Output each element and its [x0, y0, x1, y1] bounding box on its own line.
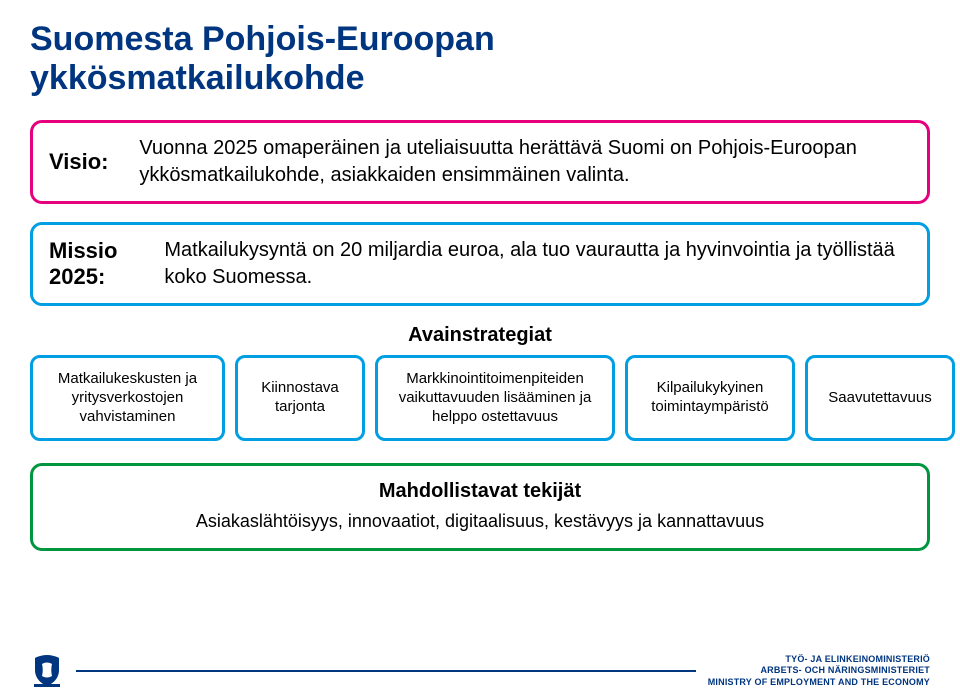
- page-title: Suomesta Pohjois-Euroopan ykkösmatkailuk…: [30, 20, 930, 98]
- ministry-line-1: TYÖ- JA ELINKEINOMINISTERIÖ: [708, 654, 930, 665]
- missio-label: Missio 2025:: [49, 237, 150, 291]
- ministry-line-3: MINISTRY OF EMPLOYMENT AND THE ECONOMY: [708, 677, 930, 688]
- strategy-box-3: Markkinointitoimenpiteiden vaikuttavuude…: [375, 355, 615, 441]
- strategy-text: Markkinointitoimenpiteiden vaikuttavuude…: [386, 370, 604, 426]
- visio-box: Visio: Vuonna 2025 omaperäinen ja utelia…: [30, 120, 930, 204]
- strategy-box-4: Kilpailukykyinen toimintaympäristö: [625, 355, 795, 441]
- strategy-text: Saavutettavuus: [828, 389, 931, 408]
- missio-label-2: 2025:: [49, 264, 150, 290]
- missio-label-1: Missio: [49, 238, 150, 264]
- strategy-box-5: Saavutettavuus: [805, 355, 955, 441]
- footer: TYÖ- JA ELINKEINOMINISTERIÖ ARBETS- OCH …: [0, 653, 960, 689]
- visio-text: Vuonna 2025 omaperäinen ja uteliaisuutta…: [139, 135, 911, 189]
- missio-box: Missio 2025: Matkailukysyntä on 20 milja…: [30, 222, 930, 306]
- title-line-1: Suomesta Pohjois-Euroopan: [30, 20, 495, 58]
- strategy-text: Kiinnostava tarjonta: [246, 379, 354, 417]
- visio-label: Visio:: [49, 135, 125, 189]
- mahdollistavat-title: Mahdollistavat tekijät: [49, 480, 911, 503]
- ministry-name: TYÖ- JA ELINKEINOMINISTERIÖ ARBETS- OCH …: [708, 654, 930, 688]
- strategy-text: Kilpailukykyinen toimintaympäristö: [636, 379, 784, 417]
- title-line-2: ykkösmatkailukohde: [30, 59, 364, 97]
- mahdollistavat-sub: Asiakaslähtöisyys, innovaatiot, digitaal…: [49, 511, 911, 532]
- strategy-box-1: Matkailukeskusten ja yritysverkostojen v…: [30, 355, 225, 441]
- strategies-row: Matkailukeskusten ja yritysverkostojen v…: [30, 355, 930, 441]
- mahdollistavat-box: Mahdollistavat tekijät Asiakaslähtöisyys…: [30, 463, 930, 551]
- avainstrategiat-header: Avainstrategiat: [30, 324, 930, 347]
- avainstrategiat-section: Avainstrategiat Matkailukeskusten ja yri…: [30, 324, 930, 441]
- strategy-box-2: Kiinnostava tarjonta: [235, 355, 365, 441]
- footer-rule: [76, 670, 696, 672]
- strategy-text: Matkailukeskusten ja yritysverkostojen v…: [41, 370, 214, 426]
- ministry-line-2: ARBETS- OCH NÄRINGSMINISTERIET: [708, 665, 930, 676]
- missio-text: Matkailukysyntä on 20 miljardia euroa, a…: [164, 237, 911, 291]
- crest-icon: [30, 653, 64, 689]
